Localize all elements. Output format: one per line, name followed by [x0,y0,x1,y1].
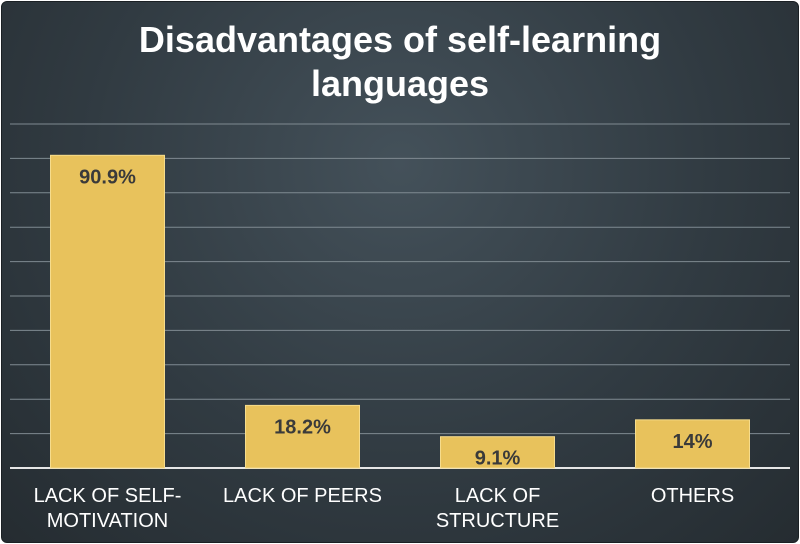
category-label: STRUCTURE [436,510,559,532]
category-label: LACK OF [455,485,541,507]
bars [50,154,750,469]
category-label: LACK OF PEERS [223,485,382,507]
value-labels: 90.9% 18.2% 9.1% 14% [79,166,713,469]
chart-title-line-1: Disadvantages of self-learning [138,19,662,60]
bar [635,419,750,469]
chart-title: Disadvantages of self-learning languages [2,18,798,106]
value-label: 14% [672,431,712,453]
value-label: 18.2% [274,416,331,438]
value-label: 90.9% [79,166,136,188]
bar [440,436,555,469]
bar [245,404,360,469]
category-label: MOTIVATION [47,510,168,532]
bar [50,154,165,469]
category-label: LACK OF SELF- [34,485,182,507]
category-label: OTHERS [651,485,734,507]
chart-title-line-2: languages [310,63,490,104]
category-labels: LACK OF SELF- MOTIVATION LACK OF PEERS LACK… [34,485,735,532]
value-label: 9.1% [475,448,521,470]
